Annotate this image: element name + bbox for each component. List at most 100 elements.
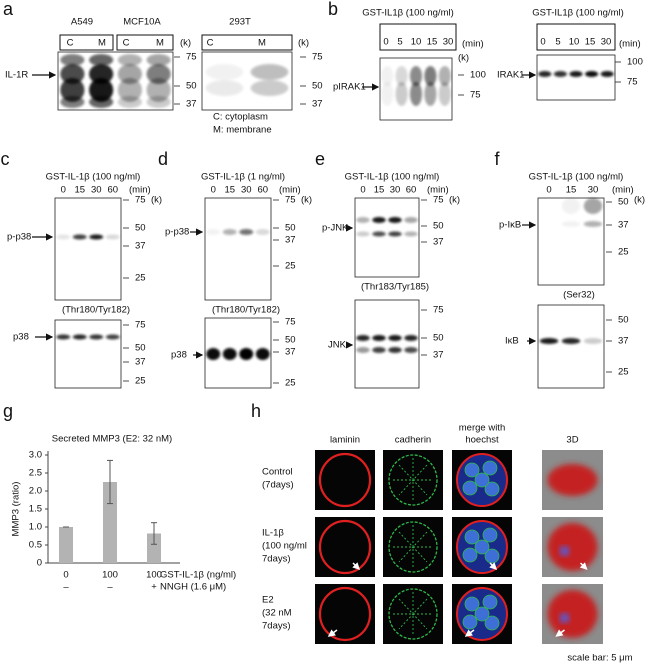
band: [239, 348, 254, 360]
band: [89, 78, 114, 102]
band: [105, 234, 120, 240]
unit: (k): [151, 195, 162, 206]
band: [388, 347, 402, 353]
marker-label: 37: [186, 99, 197, 110]
marker-label: 37: [135, 241, 146, 252]
band: [356, 347, 370, 353]
marker-label: 50: [433, 221, 444, 232]
nucleus: [474, 606, 490, 622]
band: [89, 234, 104, 240]
band: [372, 347, 386, 353]
arrow: [464, 629, 475, 637]
treatment: GST-IL1β (100 ng/ml): [362, 8, 454, 19]
nucleus: [559, 546, 570, 556]
band: [381, 66, 394, 86]
band: [553, 71, 567, 77]
row-label: IL-1β: [262, 528, 284, 539]
lane-label: M: [258, 38, 266, 49]
lane-box: [59, 34, 114, 51]
band: [255, 229, 270, 235]
marker-label: 37: [618, 220, 629, 231]
band: [60, 54, 85, 66]
time-label: 30: [443, 37, 454, 48]
band: [146, 96, 171, 108]
bar: [103, 482, 117, 563]
band: [250, 80, 289, 96]
y-tick-label: 1.0: [29, 522, 42, 533]
band: [117, 78, 142, 102]
marker-label: 50: [285, 223, 296, 234]
marker-label: 37: [135, 357, 146, 368]
render-3d: [547, 523, 598, 571]
legend: M: membrane: [213, 125, 272, 136]
unit: (min): [462, 39, 484, 50]
treatment: GST-IL-1β (1 ng/ml): [201, 172, 285, 183]
band: [146, 78, 171, 102]
lane-label: C: [123, 38, 130, 49]
marker-label: 50: [285, 335, 296, 346]
band: [205, 80, 244, 96]
y-tick-label: 1.5: [29, 504, 42, 515]
band: [404, 347, 418, 353]
panel-label: g: [3, 401, 13, 421]
row-label: (100 ng/ml: [262, 541, 307, 552]
blot: [54, 197, 122, 301]
band: [105, 334, 120, 340]
marker-label: 75: [312, 52, 323, 63]
band: [424, 82, 437, 106]
marker-label: 37: [433, 350, 444, 361]
nucleus: [464, 462, 480, 478]
lane-label: C: [207, 38, 214, 49]
site-label: (Thr180/Tyr182): [212, 305, 280, 316]
blot: [536, 54, 616, 101]
nucleus: [484, 615, 500, 631]
row-label: Control: [262, 467, 293, 478]
band: [381, 82, 394, 106]
marker-label: 75: [186, 52, 197, 63]
nucleus: [464, 529, 480, 545]
y-tick-label: 3.0: [29, 450, 42, 461]
band: [585, 71, 599, 77]
band: [372, 335, 386, 341]
panel-label: d: [158, 149, 168, 169]
nucleus: [559, 613, 570, 623]
time-label: 0: [211, 185, 216, 196]
band: [72, 234, 87, 240]
y-tick-label: 0.5: [29, 540, 42, 551]
time-label: 15: [427, 37, 438, 48]
chart-title: Secreted MMP3 (E2: 32 nM): [52, 434, 172, 445]
nucleus: [462, 547, 478, 563]
time-label: 30: [588, 185, 599, 196]
protein-label: IRAK1: [497, 70, 524, 81]
time-label: 60: [406, 185, 417, 196]
time-label: 0: [383, 37, 388, 48]
time-label: 5: [555, 37, 560, 48]
column-header: cadherin: [395, 435, 431, 446]
protein-label: pIRAK1: [333, 82, 366, 93]
unit: (min): [612, 185, 634, 196]
marker-label: 37: [312, 99, 323, 110]
band: [89, 334, 104, 340]
arrow: [555, 629, 565, 637]
panel-label: b: [328, 0, 338, 19]
x-row-label: GST-IL-1β (ng/ml): [160, 570, 236, 581]
cell-line: MCF10A: [123, 17, 161, 28]
marker-label: 75: [433, 305, 444, 316]
cadherin-stain: [388, 454, 438, 506]
render-3d: [547, 464, 598, 496]
nucleus: [462, 614, 478, 630]
site-label: (Thr180/Tyr182): [62, 305, 130, 316]
marker-label: 25: [285, 261, 296, 272]
blot: [204, 197, 272, 301]
band: [388, 231, 402, 237]
lane-box: [379, 23, 457, 51]
lane-label: M: [156, 38, 164, 49]
blot: [354, 299, 420, 389]
time-label: 60: [107, 185, 118, 196]
unit: (min): [279, 185, 301, 196]
band: [205, 64, 244, 80]
time-label: 30: [601, 37, 612, 48]
nucleus: [482, 460, 498, 476]
protein-label: IL-1R: [5, 70, 28, 81]
